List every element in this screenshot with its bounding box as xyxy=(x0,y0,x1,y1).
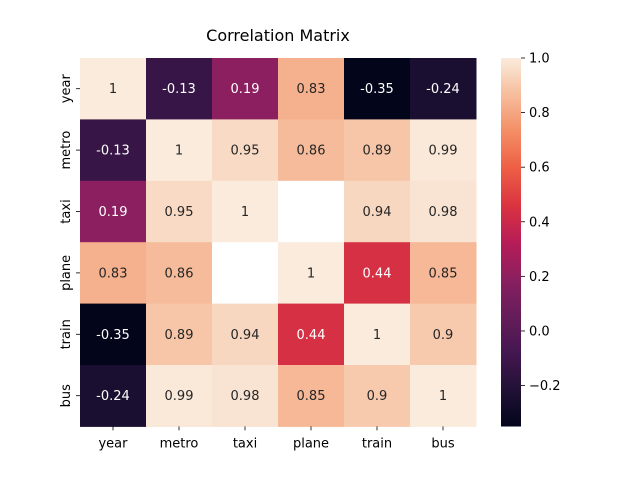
cell-value-label: 0.9 xyxy=(433,328,454,343)
colorbar-gradient xyxy=(501,58,521,427)
heatmap-cell xyxy=(410,242,477,305)
heatmap-cell xyxy=(80,119,147,182)
heatmap-cell xyxy=(146,303,213,366)
heatmap-cell xyxy=(80,242,147,305)
heatmap-cell xyxy=(344,58,411,120)
cell-value-label: 1 xyxy=(307,266,315,281)
chart-title: Correlation Matrix xyxy=(206,26,350,45)
cell-value-label: 0.99 xyxy=(165,389,194,404)
heatmap-cell xyxy=(278,119,345,182)
x-axis: year metro taxi plane train bus xyxy=(98,426,455,451)
cell-value-label: 1 xyxy=(373,328,381,343)
colorbar-tick-label: −0.2 xyxy=(529,379,561,394)
heatmap-cell xyxy=(212,119,279,182)
heatmap-cell xyxy=(146,180,213,243)
cell-value-label: 1 xyxy=(109,82,117,97)
cell-value-label: 1 xyxy=(241,205,249,220)
cell-value-label: 0.95 xyxy=(165,205,194,220)
heatmap-cell xyxy=(212,303,279,366)
x-tick-label: plane xyxy=(293,436,329,451)
heatmap-cell xyxy=(278,58,345,120)
y-tick-label: taxi xyxy=(59,199,74,223)
heatmap-cell xyxy=(410,58,477,120)
colorbar-tick-label: 0.4 xyxy=(529,215,550,230)
y-tick-label: plane xyxy=(59,255,74,291)
heatmap-cell xyxy=(146,365,213,427)
cell-value-label: 0.9 xyxy=(367,389,388,404)
colorbar-tick-label: 0.6 xyxy=(529,161,550,176)
y-tick-label: train xyxy=(59,319,74,349)
y-tick-label: year xyxy=(59,74,74,104)
heatmap-cell xyxy=(278,365,345,427)
cell-value-label: 0.44 xyxy=(297,328,326,343)
heatmap-cell xyxy=(80,365,147,427)
cell-value-label: 0.19 xyxy=(231,82,260,97)
cell-value-label: 0.89 xyxy=(363,144,392,159)
cell-value-label: 0.86 xyxy=(297,144,326,159)
cell-value-label: 0.89 xyxy=(165,328,194,343)
heatmap-cell xyxy=(344,303,411,366)
cell-value-label: 0.95 xyxy=(231,144,260,159)
heatmap-cell xyxy=(410,119,477,182)
cell-value-label: 0.99 xyxy=(429,144,458,159)
y-axis: year metro taxi plane train bus xyxy=(59,74,80,407)
heatmap-cell xyxy=(410,180,477,243)
heatmap-cell xyxy=(278,242,345,305)
cell-value-label: 1 xyxy=(175,144,183,159)
cell-value-label: 0.85 xyxy=(297,389,326,404)
y-tick-label: metro xyxy=(59,131,74,170)
cell-value-label: 0.94 xyxy=(231,328,260,343)
cell-value-label: 0.85 xyxy=(429,266,458,281)
heatmap-cells: 1 -0.13 0.19 0.83 -0.35 -0.24 -0.13 1 0.95 0.86 0.… xyxy=(80,58,477,427)
heatmap-cell xyxy=(344,180,411,243)
cell-value-label: 0.19 xyxy=(99,205,128,220)
heatmap-cell xyxy=(344,119,411,182)
cell-value-label: 0.86 xyxy=(165,266,194,281)
heatmap-cell xyxy=(80,303,147,366)
heatmap-cell-empty xyxy=(212,242,279,305)
x-tick-label: metro xyxy=(160,436,199,451)
colorbar: 1.0 0.8 0.6 0.4 0.2 0.0 −0.2 xyxy=(501,52,561,427)
cell-value-label: -0.24 xyxy=(96,389,130,404)
heatmap-cell-empty xyxy=(278,180,345,243)
cell-value-label: 0.94 xyxy=(363,205,392,220)
colorbar-tick-label: 0.2 xyxy=(529,270,550,285)
heatmap-cell xyxy=(212,365,279,427)
cell-value-label: 0.44 xyxy=(363,266,392,281)
heatmap-cell xyxy=(344,242,411,305)
cell-value-label: 0.98 xyxy=(231,389,260,404)
heatmap-cell xyxy=(410,303,477,366)
heatmap-cell xyxy=(80,58,147,120)
heatmap-cell xyxy=(278,303,345,366)
x-tick-label: train xyxy=(362,436,392,451)
cell-value-label: 1 xyxy=(439,389,447,404)
y-tick-label: bus xyxy=(59,384,74,407)
cell-value-label: -0.13 xyxy=(162,82,196,97)
heatmap-cell xyxy=(146,58,213,120)
cell-value-label: -0.35 xyxy=(96,328,130,343)
heatmap-cell xyxy=(344,365,411,427)
cell-value-label: -0.24 xyxy=(426,82,460,97)
heatmap-cell xyxy=(410,365,477,427)
colorbar-tick-label: 1.0 xyxy=(529,52,550,67)
heatmap-cell xyxy=(146,119,213,182)
cell-value-label: 0.98 xyxy=(429,205,458,220)
x-tick-label: year xyxy=(98,436,128,451)
heatmap-cell xyxy=(146,242,213,305)
cell-value-label: -0.13 xyxy=(96,144,130,159)
x-tick-label: bus xyxy=(431,436,454,451)
cell-value-label: -0.35 xyxy=(360,82,394,97)
heatmap-cell xyxy=(80,180,147,243)
x-tick-label: taxi xyxy=(233,436,257,451)
cell-value-label: 0.83 xyxy=(297,82,326,97)
colorbar-tick-label: 0.8 xyxy=(529,106,550,121)
heatmap-cell xyxy=(212,180,279,243)
cell-value-label: 0.83 xyxy=(99,266,128,281)
heatmap-cell xyxy=(212,58,279,120)
colorbar-tick-label: 0.0 xyxy=(529,324,550,339)
